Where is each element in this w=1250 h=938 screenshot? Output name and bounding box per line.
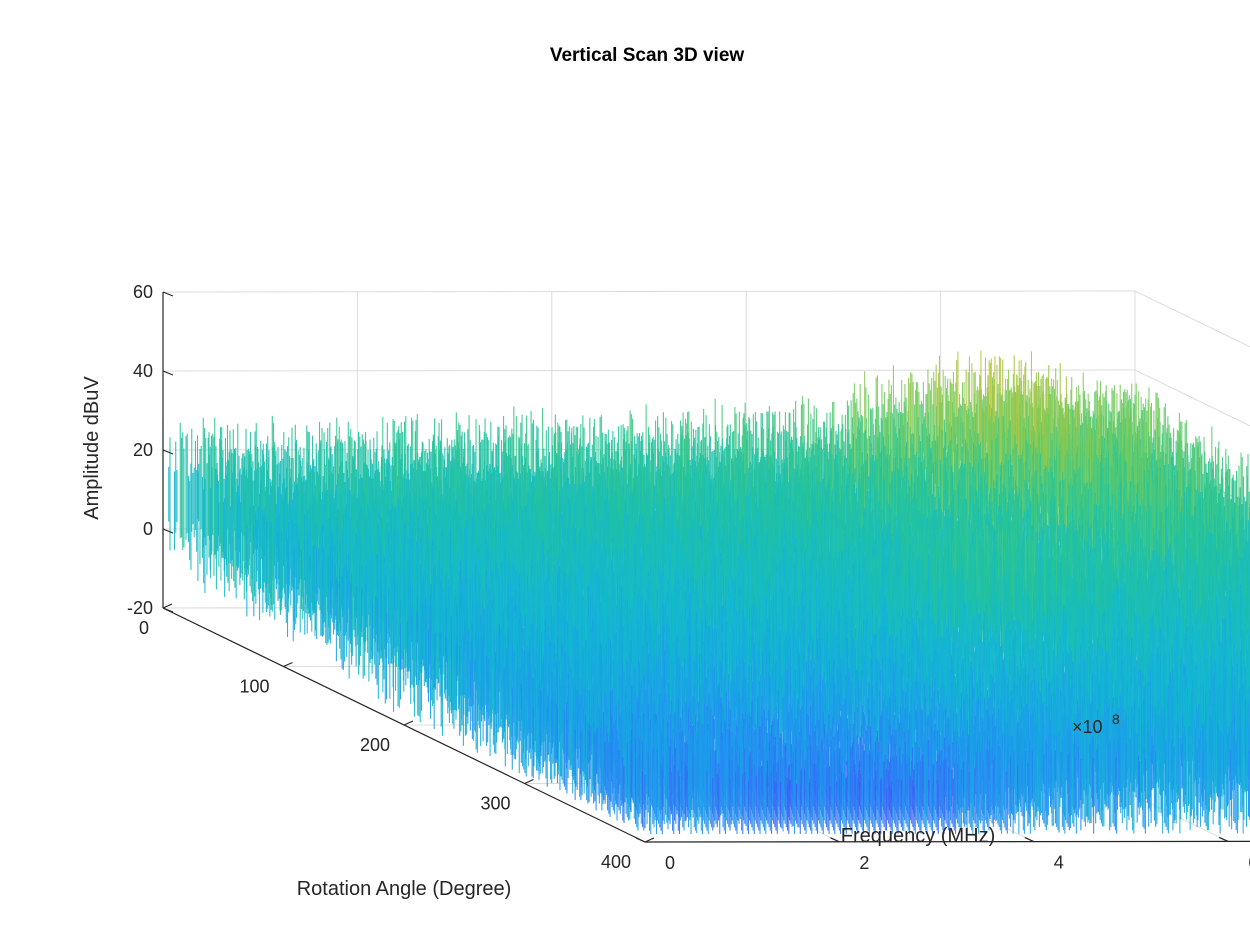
- surface-layer: [162, 350, 1250, 835]
- back-wall-grid-line: [1134, 290, 1250, 348]
- back-wall-grid-line: [1134, 369, 1250, 427]
- left-wall-grid-line: [162, 290, 1136, 293]
- left-wall-grid-line: [162, 369, 1136, 372]
